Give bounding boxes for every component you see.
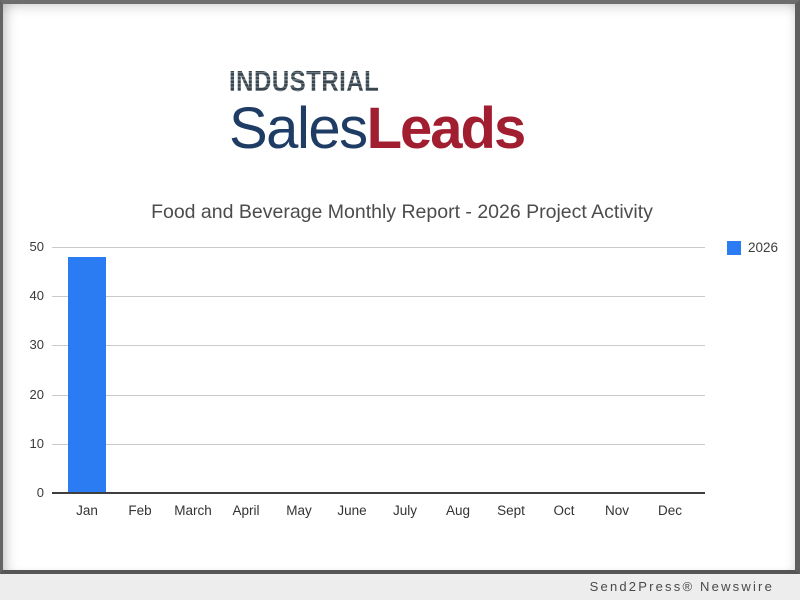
x-axis-label-april: April xyxy=(232,503,260,518)
legend-swatch-2026 xyxy=(727,241,741,255)
x-axis-label-aug: Aug xyxy=(445,503,471,518)
legend-label-2026: 2026 xyxy=(748,240,779,255)
x-axis-line xyxy=(52,492,705,494)
industrial-salesleads-logo: INDUSTRIAL SalesLeads xyxy=(229,68,526,158)
x-axis-label-feb: Feb xyxy=(128,503,152,518)
x-axis-label-march: March xyxy=(174,503,212,518)
y-axis-label-20: 20 xyxy=(29,387,44,402)
x-axis-label-july: July xyxy=(392,503,418,518)
y-axis-label-40: 40 xyxy=(29,288,44,303)
logo-word-sales: Sales xyxy=(229,96,368,161)
white-card-background xyxy=(0,0,800,574)
logo-word-leads: Leads xyxy=(366,96,527,161)
y-gridline-40 xyxy=(52,296,705,297)
logo-wordmark: SalesLeads xyxy=(229,100,526,158)
x-axis-label-jan: Jan xyxy=(76,503,98,518)
y-axis-label-10: 10 xyxy=(29,436,44,451)
bar-Jan xyxy=(68,257,106,492)
chart-legend: 2026 xyxy=(727,240,778,255)
y-gridline-20 xyxy=(52,395,705,396)
x-axis-label-sept: Sept xyxy=(497,503,525,518)
y-axis-label-50: 50 xyxy=(29,239,44,254)
y-gridline-30 xyxy=(52,345,705,346)
x-axis-label-dec: Dec xyxy=(657,503,683,518)
y-axis-label-0: 0 xyxy=(36,485,44,500)
x-axis-label-nov: Nov xyxy=(604,503,630,518)
footer-credit-bar: Send2Press® Newswire xyxy=(0,574,800,600)
x-axis-label-june: June xyxy=(337,503,367,518)
x-axis-label-oct: Oct xyxy=(553,503,575,518)
x-axis-label-row: Jan Feb March April May June July Aug Sept Oct Nov… xyxy=(52,503,705,518)
chart-title: Food and Beverage Monthly Report - 2026 … xyxy=(151,201,653,223)
footer-credit-text: Send2Press® Newswire xyxy=(589,579,774,594)
y-gridline-50 xyxy=(52,247,705,248)
y-axis-label-30: 30 xyxy=(29,337,44,352)
y-gridline-10 xyxy=(52,444,705,445)
logo-word-industrial: INDUSTRIAL xyxy=(229,68,524,97)
x-axis-label-may: May xyxy=(286,503,312,518)
